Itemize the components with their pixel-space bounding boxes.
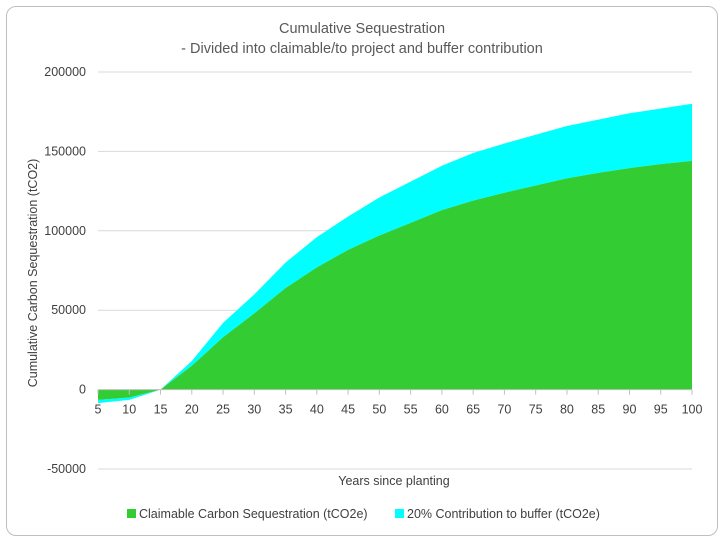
y-tick-label: 150000: [44, 144, 86, 158]
x-tick-label: 90: [623, 403, 637, 417]
y-tick-label: 50000: [51, 303, 86, 317]
x-tick-label: 75: [529, 403, 543, 417]
x-tick-label: 80: [560, 403, 574, 417]
y-axis-title: Cumulative Carbon Sequestration (tCO2): [26, 159, 40, 388]
area-claimable-sequestration: [98, 160, 692, 400]
x-tick-label: 30: [247, 403, 261, 417]
x-tick-label: 40: [310, 403, 324, 417]
x-tick-label: 70: [497, 403, 511, 417]
x-tick-label: 50: [372, 403, 386, 417]
x-tick-label: 20: [185, 403, 199, 417]
y-tick-label: 100000: [44, 224, 86, 238]
x-axis-title: Years since planting: [338, 474, 449, 488]
x-tick-label: 100: [682, 403, 703, 417]
axis-layer: -50000 0 50000 100000 150000 200000 5 10 15 20 25 3…: [44, 65, 702, 476]
x-tick-label: 55: [404, 403, 418, 417]
legend: Claimable Carbon Sequestration (tCO2e) 2…: [127, 507, 600, 521]
x-tick-label: 25: [216, 403, 230, 417]
y-tick-label: 200000: [44, 65, 86, 79]
chart-subtitle: - Divided into claimable/to project and …: [181, 41, 543, 57]
legend-swatch-claimable: [127, 509, 136, 518]
area-layer: [98, 103, 692, 404]
x-tick-label: 60: [435, 403, 449, 417]
x-tick-label: 45: [341, 403, 355, 417]
x-tick-label: 10: [122, 403, 136, 417]
x-tick-label: 5: [95, 403, 102, 417]
y-tick-label: 0: [79, 383, 86, 397]
x-tick-label: 65: [466, 403, 480, 417]
chart-title: Cumulative Sequestration: [279, 21, 445, 37]
x-tick-label: 15: [154, 403, 168, 417]
x-tick-label: 35: [279, 403, 293, 417]
legend-swatch-buffer: [395, 509, 404, 518]
y-tick-label: -50000: [47, 462, 86, 476]
legend-label-claimable: Claimable Carbon Sequestration (tCO2e): [139, 507, 368, 521]
x-tick-label: 95: [654, 403, 668, 417]
area-buffer-contribution: [98, 103, 692, 404]
x-tick-label: 85: [591, 403, 605, 417]
legend-label-buffer: 20% Contribution to buffer (tCO2e): [407, 507, 600, 521]
